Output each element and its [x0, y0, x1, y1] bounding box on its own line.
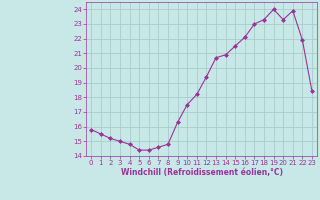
X-axis label: Windchill (Refroidissement éolien,°C): Windchill (Refroidissement éolien,°C) [121, 168, 283, 177]
